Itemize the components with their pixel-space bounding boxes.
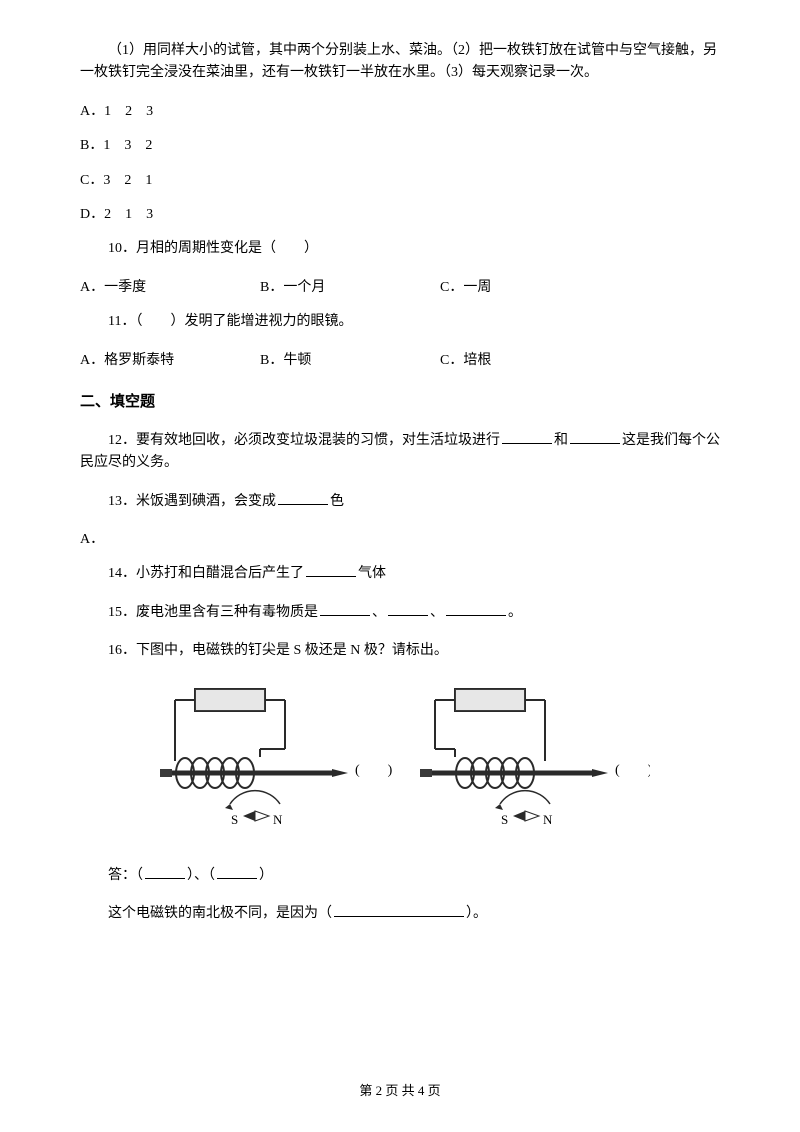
svg-text:N: N: [273, 812, 283, 827]
q12: 12．要有效地回收，必须改变垃圾混装的习惯，对生活垃圾进行和这是我们每个公民应尽…: [80, 430, 720, 475]
q13-blank-1: [278, 491, 328, 505]
electromagnet-diagram: ( ) S N ( ): [80, 679, 720, 849]
q14-text-2: 气体: [358, 566, 386, 581]
q16-ans-1: 答：（: [108, 868, 143, 883]
q15-text-1: 15．废电池里含有三种有毒物质是: [108, 605, 318, 620]
q12-blank-1: [502, 430, 552, 444]
q11-option-a: A．格罗斯泰特: [80, 350, 260, 372]
q12-text-1: 12．要有效地回收，必须改变垃圾混装的习惯，对生活垃圾进行: [108, 433, 500, 448]
q13-text-2: 色: [330, 494, 344, 509]
q15-text-2: 、: [372, 605, 386, 620]
q9-option-d: D．2 1 3: [80, 204, 720, 226]
section-2-title: 二、填空题: [80, 390, 720, 414]
q16-ans-blank-2: [217, 865, 257, 879]
q9-option-c: C．3 2 1: [80, 170, 720, 192]
q15: 15．废电池里含有三种有毒物质是 、 、 。: [80, 602, 720, 624]
q12-blank-2: [570, 430, 620, 444]
q13-option-a: A．: [80, 529, 720, 551]
svg-text:S: S: [501, 812, 508, 827]
q16-ans-blank-1: [145, 865, 185, 879]
q12-text-2: 和: [554, 433, 568, 448]
q14-text-1: 14．小苏打和白醋混合后产生了: [108, 566, 304, 581]
q10-prompt: 10．月相的周期性变化是（ ）: [80, 238, 720, 260]
q14: 14．小苏打和白醋混合后产生了 气体: [80, 563, 720, 585]
svg-text:( ): ( ): [355, 763, 393, 778]
q16-prompt: 16．下图中，电磁铁的钉尖是 S 极还是 N 极？请标出。: [80, 640, 720, 662]
q10-option-b: B．一个月: [260, 277, 440, 299]
q9-option-b: B．1 3 2: [80, 135, 720, 157]
svg-text:( ): ( ): [615, 763, 650, 778]
q15-blank-3: [446, 602, 506, 616]
q16-ans-2: ）、（: [187, 868, 215, 883]
q9-option-a: A．1 2 3: [80, 101, 720, 123]
q16-reason: 这个电磁铁的南北极不同，是因为（ ）。: [80, 903, 720, 925]
q10-option-a: A．一季度: [80, 277, 260, 299]
q15-blank-1: [320, 602, 370, 616]
page-footer: 第 2 页 共 4 页: [0, 1081, 800, 1102]
q13-text-1: 13．米饭遇到碘酒，会变成: [108, 494, 276, 509]
q15-text-3: 、: [430, 605, 444, 620]
q11-prompt: 11．（ ）发明了能增进视力的眼镜。: [80, 311, 720, 333]
q16-reason-1: 这个电磁铁的南北极不同，是因为（: [108, 906, 332, 921]
q10-options: A．一季度 B．一个月 C．一周: [80, 277, 720, 299]
q11-option-b: B．牛顿: [260, 350, 440, 372]
q11-option-c: C．培根: [440, 350, 620, 372]
q16-reason-2: ）。: [466, 906, 487, 921]
q16-reason-blank: [334, 903, 464, 917]
q10-option-c: C．一周: [440, 277, 620, 299]
q15-blank-2: [388, 602, 428, 616]
q15-text-4: 。: [508, 605, 522, 620]
svg-text:N: N: [543, 812, 553, 827]
q14-blank-1: [306, 563, 356, 577]
q11-options: A．格罗斯泰特 B．牛顿 C．培根: [80, 350, 720, 372]
q16-ans-3: ）: [259, 868, 273, 883]
svg-text:S: S: [231, 812, 238, 827]
q16-answer: 答：（ ）、（ ）: [80, 865, 720, 887]
q13: 13．米饭遇到碘酒，会变成 色: [80, 491, 720, 513]
intro-paragraph: （1）用同样大小的试管，其中两个分别装上水、菜油。（2）把一枚铁钉放在试管中与空…: [80, 40, 720, 85]
